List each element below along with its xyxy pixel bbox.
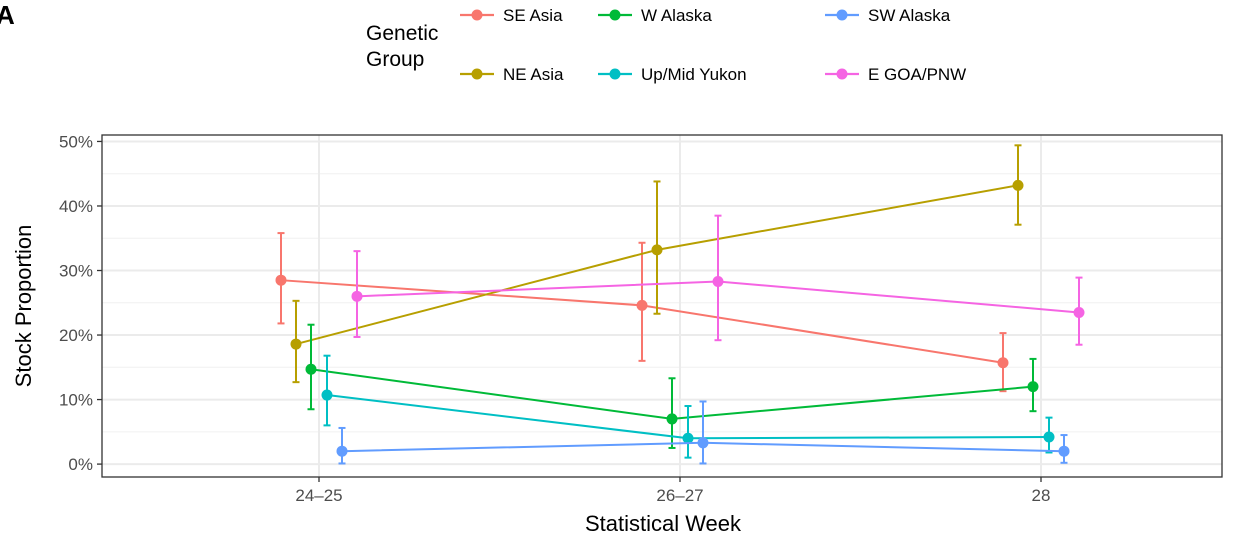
y-tick-label: 20%: [59, 326, 93, 345]
data-point: [712, 275, 724, 287]
data-point: [351, 290, 363, 302]
data-point: [1058, 445, 1070, 457]
legend-label: Up/Mid Yukon: [641, 65, 747, 84]
legend-label: E GOA/PNW: [868, 65, 966, 84]
data-point: [336, 445, 348, 457]
legend-title-line2: Group: [366, 48, 424, 71]
legend-key-point: [471, 9, 483, 21]
plot-panel: [102, 135, 1222, 477]
data-point: [636, 299, 648, 311]
legend-key: W Alaska: [598, 6, 712, 25]
legend-key-point: [836, 68, 848, 80]
data-point: [1073, 306, 1085, 318]
legend-label: SE Asia: [503, 6, 563, 25]
y-tick-label: 10%: [59, 391, 93, 410]
legend-key-point: [836, 9, 848, 21]
x-tick-label: 26–27: [656, 486, 703, 505]
data-point: [321, 389, 333, 401]
x-tick-label: 28: [1032, 486, 1051, 505]
y-axis-title: Stock Proportion: [11, 225, 36, 388]
data-point: [290, 338, 302, 350]
y-tick-label: 30%: [59, 262, 93, 281]
legend-key: E GOA/PNW: [825, 65, 966, 84]
series-se-asia: [275, 232, 1009, 393]
y-tick-label: 0%: [68, 455, 93, 474]
x-tick-label: 24–25: [295, 486, 342, 505]
series-up-mid-yukon: [321, 354, 1055, 459]
y-tick-label: 50%: [59, 132, 93, 151]
legend-key: NE Asia: [460, 65, 564, 84]
legend-label: SW Alaska: [868, 6, 951, 25]
panel-background: [102, 135, 1222, 477]
axes: 0% 10% 20% 30% 40% 50% 24–25 26–27 28 Statistical…: [11, 132, 1223, 536]
data-point: [1043, 431, 1055, 443]
series-sw-alaska: [336, 400, 1070, 465]
data-marks: [275, 144, 1085, 465]
legend: Genetic Group SE Asia NE Asia W Alaska Up/M…: [366, 6, 966, 84]
y-tick-label: 40%: [59, 197, 93, 216]
panel-tag: A: [0, 0, 15, 30]
legend-key: Up/Mid Yukon: [598, 65, 747, 84]
legend-key-point: [609, 68, 621, 80]
series-e-goa-pnw: [351, 214, 1085, 346]
panel-border: [101, 134, 1223, 478]
legend-label: W Alaska: [641, 6, 712, 25]
data-point: [1012, 179, 1024, 191]
legend-title-line1: Genetic: [366, 22, 438, 45]
data-point: [997, 357, 1009, 369]
legend-key: SW Alaska: [825, 6, 951, 25]
data-point: [275, 274, 287, 286]
legend-key-point: [471, 68, 483, 80]
data-point: [305, 363, 317, 375]
data-point: [697, 437, 709, 449]
data-point: [1027, 381, 1039, 393]
data-point: [682, 432, 694, 444]
legend-key-point: [609, 9, 621, 21]
data-point: [651, 244, 663, 256]
data-point: [666, 413, 678, 425]
series-ne-asia: [290, 144, 1024, 384]
series-w-alaska: [305, 323, 1039, 449]
legend-key: SE Asia: [460, 6, 563, 25]
legend-label: NE Asia: [503, 65, 564, 84]
x-axis-title: Statistical Week: [585, 511, 742, 536]
